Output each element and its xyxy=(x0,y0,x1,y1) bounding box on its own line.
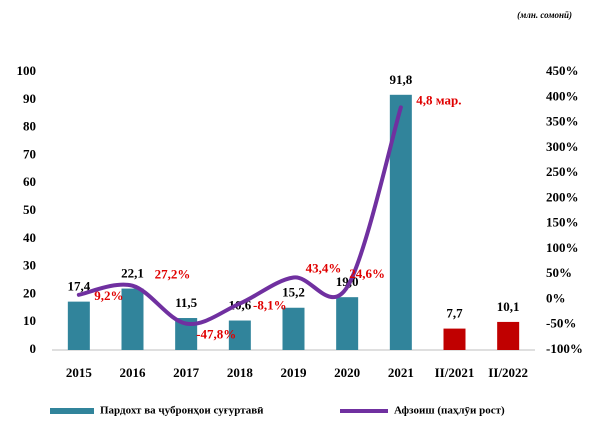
bar-value-label: 17,4 xyxy=(67,279,90,294)
y2-tick-label: -50% xyxy=(546,316,576,331)
y-tick-label: 80 xyxy=(23,119,36,134)
y2-tick-label: 450% xyxy=(546,63,579,78)
bar xyxy=(67,301,90,350)
y2-tick-label: 100% xyxy=(546,240,579,255)
legend-swatch xyxy=(50,408,94,414)
x-tick-label: 2017 xyxy=(173,365,200,380)
bar xyxy=(228,320,251,350)
legend-label: Пардохт ва ҷубронҳои суғуртавӣ xyxy=(100,405,264,417)
y-tick-label: 0 xyxy=(30,341,37,356)
x-tick-label: 2016 xyxy=(120,365,147,380)
bar xyxy=(175,318,198,350)
y2-tick-label: -100% xyxy=(546,341,583,356)
y2-tick-label: 50% xyxy=(546,265,572,280)
y-tick-label: 100 xyxy=(17,63,37,78)
line-value-label: 43,4% xyxy=(306,261,342,276)
y2-tick-label: 350% xyxy=(546,114,579,129)
line-value-label: 24,6% xyxy=(349,266,385,281)
y2-tick-label: 0% xyxy=(546,290,566,305)
bar-value-label: 22,1 xyxy=(121,266,144,281)
bar-value-label: 10,1 xyxy=(497,299,520,314)
bar-value-label: 11,5 xyxy=(175,295,198,310)
line-value-label: -47,8% xyxy=(196,327,236,342)
y-tick-label: 30 xyxy=(23,258,36,273)
x-tick-label: 2021 xyxy=(388,365,414,380)
bar-value-label: 7,7 xyxy=(446,306,463,321)
y2-tick-label: 150% xyxy=(546,215,579,230)
y2-tick-label: 250% xyxy=(546,164,579,179)
y-tick-label: 10 xyxy=(23,313,36,328)
bar xyxy=(497,321,520,350)
y-tick-label: 50 xyxy=(23,202,36,217)
bar xyxy=(282,307,305,350)
x-tick-label: II/2021 xyxy=(435,365,475,380)
y2-tick-label: 200% xyxy=(546,189,579,204)
bar xyxy=(336,297,359,350)
bar xyxy=(121,288,144,350)
y-tick-label: 20 xyxy=(23,285,36,300)
y2-tick-label: 300% xyxy=(546,139,579,154)
x-tick-label: 2019 xyxy=(281,365,308,380)
y2-tick-label: 400% xyxy=(546,88,579,103)
y-tick-label: 70 xyxy=(23,146,36,161)
line-value-label: 4,8 мар. xyxy=(416,92,461,107)
line-value-label: 27,2% xyxy=(155,267,191,282)
y-tick-label: 90 xyxy=(23,91,36,106)
bar xyxy=(389,94,412,351)
bar-value-label: 15,2 xyxy=(282,285,305,300)
x-tick-label: 2018 xyxy=(227,365,254,380)
bar-value-label: 91,8 xyxy=(389,72,412,87)
y-tick-label: 40 xyxy=(23,230,36,245)
growth-line xyxy=(76,105,403,326)
line-value-label: 9,2% xyxy=(94,288,123,303)
line-value-label: -8,1% xyxy=(253,298,287,313)
x-tick-label: 2020 xyxy=(334,365,360,380)
unit-note: (млн. сомонӣ) xyxy=(517,10,572,20)
y-tick-label: 60 xyxy=(23,174,36,189)
bar xyxy=(443,328,466,350)
legend-label: Афзоиш (паҳлӯи рост) xyxy=(394,405,505,417)
x-tick-label: II/2022 xyxy=(488,365,528,380)
x-tick-label: 2015 xyxy=(66,365,93,380)
